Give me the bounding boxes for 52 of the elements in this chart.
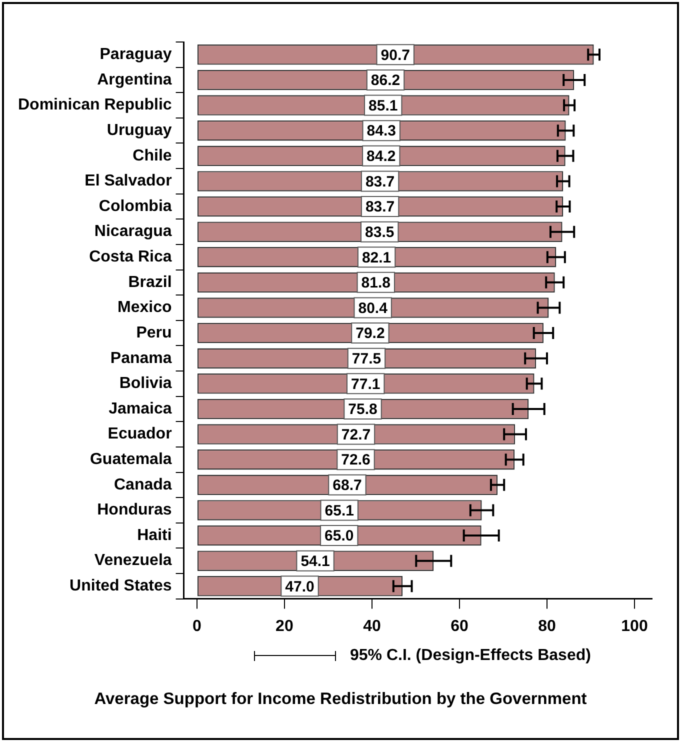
y-tick-label: Colombia: [98, 198, 172, 215]
y-tick-label: Panama: [110, 350, 172, 367]
data-label: 72.6: [341, 452, 370, 469]
data-label: 81.8: [361, 274, 390, 292]
x-tick-label: 20: [276, 618, 294, 635]
y-tick-label: Nicaragua: [94, 223, 172, 240]
y-tick-label: Jamaica: [108, 400, 172, 418]
x-tick-label: 0: [192, 618, 202, 635]
y-tick-label: Venezuela: [94, 552, 172, 570]
x-tick-label: 60: [450, 618, 468, 635]
x-tick-label: 80: [538, 618, 556, 635]
y-tick-label: Peru: [136, 324, 172, 342]
data-label: 68.7: [332, 477, 362, 494]
data-label: 65.0: [324, 528, 354, 545]
text: Average Support for Income Redistribution by the Government: [93, 690, 588, 709]
data-label: 75.8: [348, 401, 378, 418]
text: 95% C.I. (Design-Effects Based): [350, 647, 591, 665]
data-label: 82.1: [362, 249, 392, 266]
y-tick-label: Honduras: [97, 502, 172, 519]
data-label: 84.2: [366, 148, 396, 166]
y-tick-label: Argentina: [97, 71, 172, 88]
data-label: 47.0: [285, 578, 314, 596]
y-tick-label: Guatemala: [90, 451, 172, 468]
data-label: 65.1: [324, 502, 354, 520]
data-label: 72.7: [341, 426, 371, 444]
data-label: 90.7: [380, 46, 410, 64]
y-tick-label: Costa Rica: [89, 248, 172, 266]
data-label: 80.4: [358, 300, 388, 317]
data-label: 77.5: [352, 350, 382, 368]
data-label: 79.2: [356, 325, 385, 342]
y-tick-label: Haiti: [137, 526, 172, 544]
data-label: 83.5: [365, 224, 394, 241]
data-label: 85.1: [368, 97, 398, 114]
y-tick-label: Brazil: [128, 274, 172, 291]
x-tick-label: 40: [363, 618, 381, 635]
data-label: 83.7: [365, 173, 395, 190]
data-label: 77.1: [351, 376, 380, 393]
x-tick-label: 100: [621, 618, 648, 635]
y-tick-label: Uruguay: [106, 122, 172, 139]
data-label: 84.3: [366, 122, 396, 140]
data-label: 83.7: [365, 198, 395, 216]
y-tick-label: Dominican Republic: [18, 96, 172, 114]
y-tick-label: Paraguay: [100, 46, 172, 64]
y-tick-label: El Salvador: [84, 172, 172, 190]
y-tick-label: United States: [70, 578, 172, 595]
y-tick-label: Mexico: [118, 299, 172, 316]
y-tick-label: Bolivia: [119, 375, 172, 392]
data-label: 86.2: [370, 72, 400, 90]
y-tick-label: Chile: [132, 147, 172, 164]
y-tick-label: Ecuador: [108, 426, 172, 443]
y-tick-label: Canada: [114, 476, 172, 494]
data-label: 54.1: [300, 552, 330, 570]
